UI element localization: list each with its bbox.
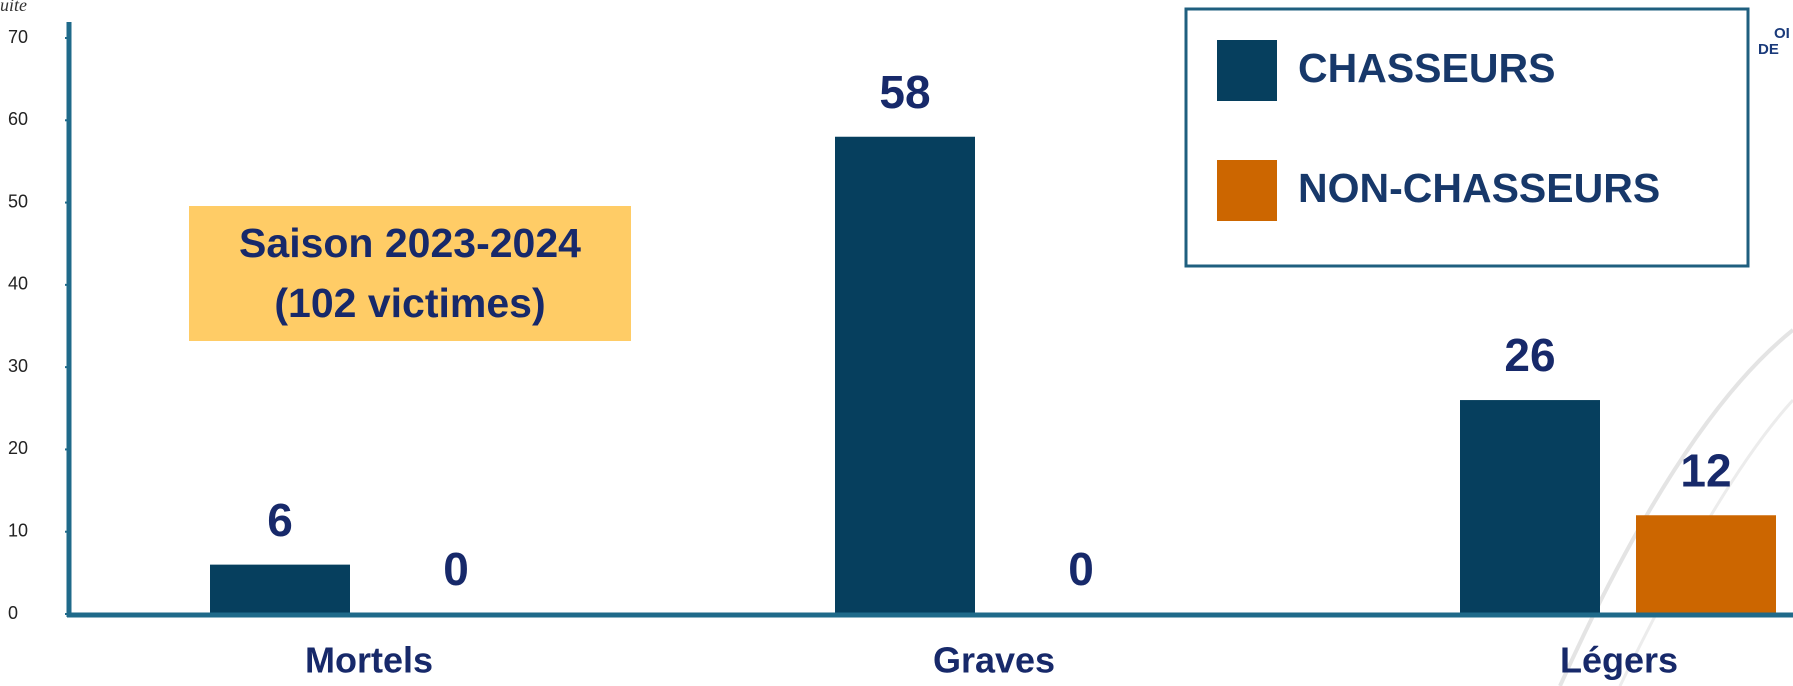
value-label: 6	[267, 494, 293, 546]
legend-swatch	[1217, 40, 1277, 101]
x-tick-label: Légers	[1560, 640, 1678, 681]
legend-box	[1184, 7, 1750, 268]
x-tick-label: Graves	[933, 640, 1055, 681]
bar	[835, 136, 975, 614]
annotation: Saison 2023-2024	[239, 220, 581, 266]
legend-label: NON-CHASSEURS	[1298, 165, 1660, 211]
y-tick-label: 20	[8, 438, 28, 458]
x-tick-label: Mortels	[305, 640, 433, 681]
legend-swatch	[1217, 160, 1277, 221]
bar	[1460, 400, 1600, 614]
decor-arc	[1618, 398, 1793, 686]
y-tick-label: 40	[8, 274, 28, 294]
y-tick-label: 10	[8, 520, 28, 540]
y-tick-label: 0	[8, 603, 18, 623]
logo-text: OI	[1774, 25, 1790, 42]
y-tick-label: 70	[8, 27, 28, 47]
bar	[1636, 515, 1776, 614]
value-label: 0	[443, 543, 469, 595]
annotation: (102 victimes)	[274, 280, 545, 326]
y-tick-label: 50	[8, 191, 28, 211]
corner-text: uite	[0, 0, 27, 15]
logo-text: DE	[1758, 41, 1779, 58]
value-label: 58	[879, 66, 930, 118]
value-label: 26	[1504, 329, 1555, 381]
annotation-box	[189, 206, 631, 341]
legend-label: CHASSEURS	[1298, 45, 1555, 91]
y-tick-label: 30	[8, 356, 28, 376]
value-label: 0	[1068, 543, 1094, 595]
bar	[210, 564, 350, 614]
value-label: 12	[1680, 444, 1731, 496]
y-tick-label: 60	[8, 109, 28, 129]
